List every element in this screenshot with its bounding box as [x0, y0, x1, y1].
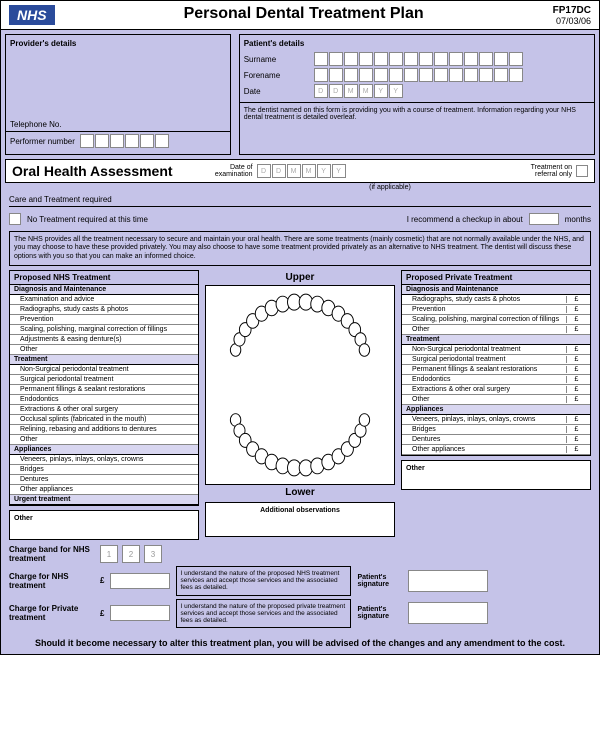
treatment-item[interactable]: Examination and advice — [10, 295, 198, 305]
form-header: NHS Personal Dental Treatment Plan FP17D… — [1, 1, 599, 30]
disclaimer: The NHS provides all the treatment neces… — [9, 231, 591, 266]
exam-date-input[interactable]: DDMMYY — [257, 164, 346, 178]
treatment-item[interactable]: Other — [10, 435, 198, 445]
treatment-item[interactable]: Prevention£ — [402, 305, 590, 315]
nhs-charge-input[interactable] — [110, 573, 170, 589]
treatment-item[interactable]: Permanent fillings & sealant restoration… — [10, 385, 198, 395]
provider-details: Provider's details Telephone No. Perform… — [5, 34, 231, 155]
treatment-item[interactable]: Non-Surgical periodontal treatment — [10, 365, 198, 375]
treatment-item[interactable]: Other — [10, 345, 198, 355]
treatment-item[interactable]: Extractions & other oral surgery — [10, 405, 198, 415]
months-input[interactable] — [529, 213, 559, 225]
band-box[interactable]: 2 — [122, 545, 140, 563]
treatment-item[interactable]: Surgical periodontal treatment — [10, 375, 198, 385]
treatment-item[interactable]: Other appliances£ — [402, 445, 590, 455]
band-box[interactable]: 1 — [100, 545, 118, 563]
nhs-treatment-col: Proposed NHS Treatment Diagnosis and Mai… — [9, 270, 199, 541]
treatment-item[interactable]: Veneers, pinlays, inlays, onlays, crowns — [10, 455, 198, 465]
teeth-diagram — [205, 285, 395, 485]
treatment-item[interactable]: Bridges — [10, 465, 198, 475]
private-accept-text: I understand the nature of the proposed … — [176, 599, 351, 628]
form-code: FP17DC 07/03/06 — [553, 5, 591, 27]
treatment-item[interactable]: Occlusal splints (fabricated in the mout… — [10, 415, 198, 425]
band-box[interactable]: 3 — [144, 545, 162, 563]
nhs-other-box[interactable]: Other — [9, 510, 199, 540]
nhs-signature[interactable] — [408, 570, 488, 592]
charges: Charge band for NHS treatment 123 Charge… — [9, 545, 591, 628]
details-row: Provider's details Telephone No. Perform… — [1, 30, 599, 159]
care-required: Care and Treatment required — [9, 195, 591, 207]
footer-note: Should it become necessary to alter this… — [1, 632, 599, 654]
private-treatment-col: Proposed Private Treatment Diagnosis and… — [401, 270, 591, 541]
treatment-item[interactable]: Extractions & other oral surgery£ — [402, 385, 590, 395]
performer-input[interactable] — [80, 134, 169, 148]
treatment-columns: Proposed NHS Treatment Diagnosis and Mai… — [9, 270, 591, 541]
treatment-item[interactable]: Veneers, pinlays, inlays, onlays, crowns… — [402, 415, 590, 425]
treatment-item[interactable]: Other£ — [402, 325, 590, 335]
patient-date-input[interactable]: DDMMYY — [314, 84, 403, 98]
private-charge-input[interactable] — [110, 605, 170, 621]
treatment-item[interactable]: Relining, rebasing and additions to dent… — [10, 425, 198, 435]
telephone-label: Telephone No. — [10, 120, 80, 129]
treatment-item[interactable]: Dentures£ — [402, 435, 590, 445]
treatment-item[interactable]: Surgical periodontal treatment£ — [402, 355, 590, 365]
teeth-diagram-col: Upper Lower Additional observations — [205, 270, 395, 541]
treatment-item[interactable]: Other appliances — [10, 485, 198, 495]
treatment-item[interactable]: Prevention — [10, 315, 198, 325]
private-signature[interactable] — [408, 602, 488, 624]
treatment-item[interactable]: Endodontics£ — [402, 375, 590, 385]
forename-input[interactable] — [314, 68, 523, 82]
treatment-item[interactable]: Non-Surgical periodontal treatment£ — [402, 345, 590, 355]
form-title: Personal Dental Treatment Plan — [55, 5, 553, 23]
observations-box[interactable]: Additional observations — [205, 502, 395, 537]
treatment-item[interactable]: Dentures — [10, 475, 198, 485]
treatment-item[interactable]: Scaling, polishing, marginal correction … — [10, 325, 198, 335]
performer-label: Performer number — [10, 137, 80, 146]
nhs-badge: NHS — [9, 5, 55, 25]
no-treatment-checkbox[interactable] — [9, 213, 21, 225]
nhs-accept-text: I understand the nature of the proposed … — [176, 566, 351, 595]
treatment-item[interactable]: Adjustments & easing denture(s) — [10, 335, 198, 345]
treatment-item[interactable]: Endodontics — [10, 395, 198, 405]
surname-input[interactable] — [314, 52, 523, 66]
patient-details: Patient's details Surname Forename Date … — [239, 34, 595, 155]
treatment-item[interactable]: Radiographs, study casts & photos£ — [402, 295, 590, 305]
assessment-header: Oral Health Assessment Date of examinati… — [5, 159, 595, 183]
treatment-item[interactable]: Scaling, polishing, marginal correction … — [402, 315, 590, 325]
treatment-item[interactable]: Permanent fillings & sealant restoration… — [402, 365, 590, 375]
dental-form: NHS Personal Dental Treatment Plan FP17D… — [0, 0, 600, 655]
patient-note: The dentist named on this form is provid… — [244, 107, 590, 121]
treatment-item[interactable]: Radiographs, study casts & photos — [10, 305, 198, 315]
treatment-item[interactable]: Other£ — [402, 395, 590, 405]
private-other-box[interactable]: Other — [401, 460, 591, 490]
referral-checkbox[interactable] — [576, 165, 588, 177]
treatment-item[interactable]: Bridges£ — [402, 425, 590, 435]
